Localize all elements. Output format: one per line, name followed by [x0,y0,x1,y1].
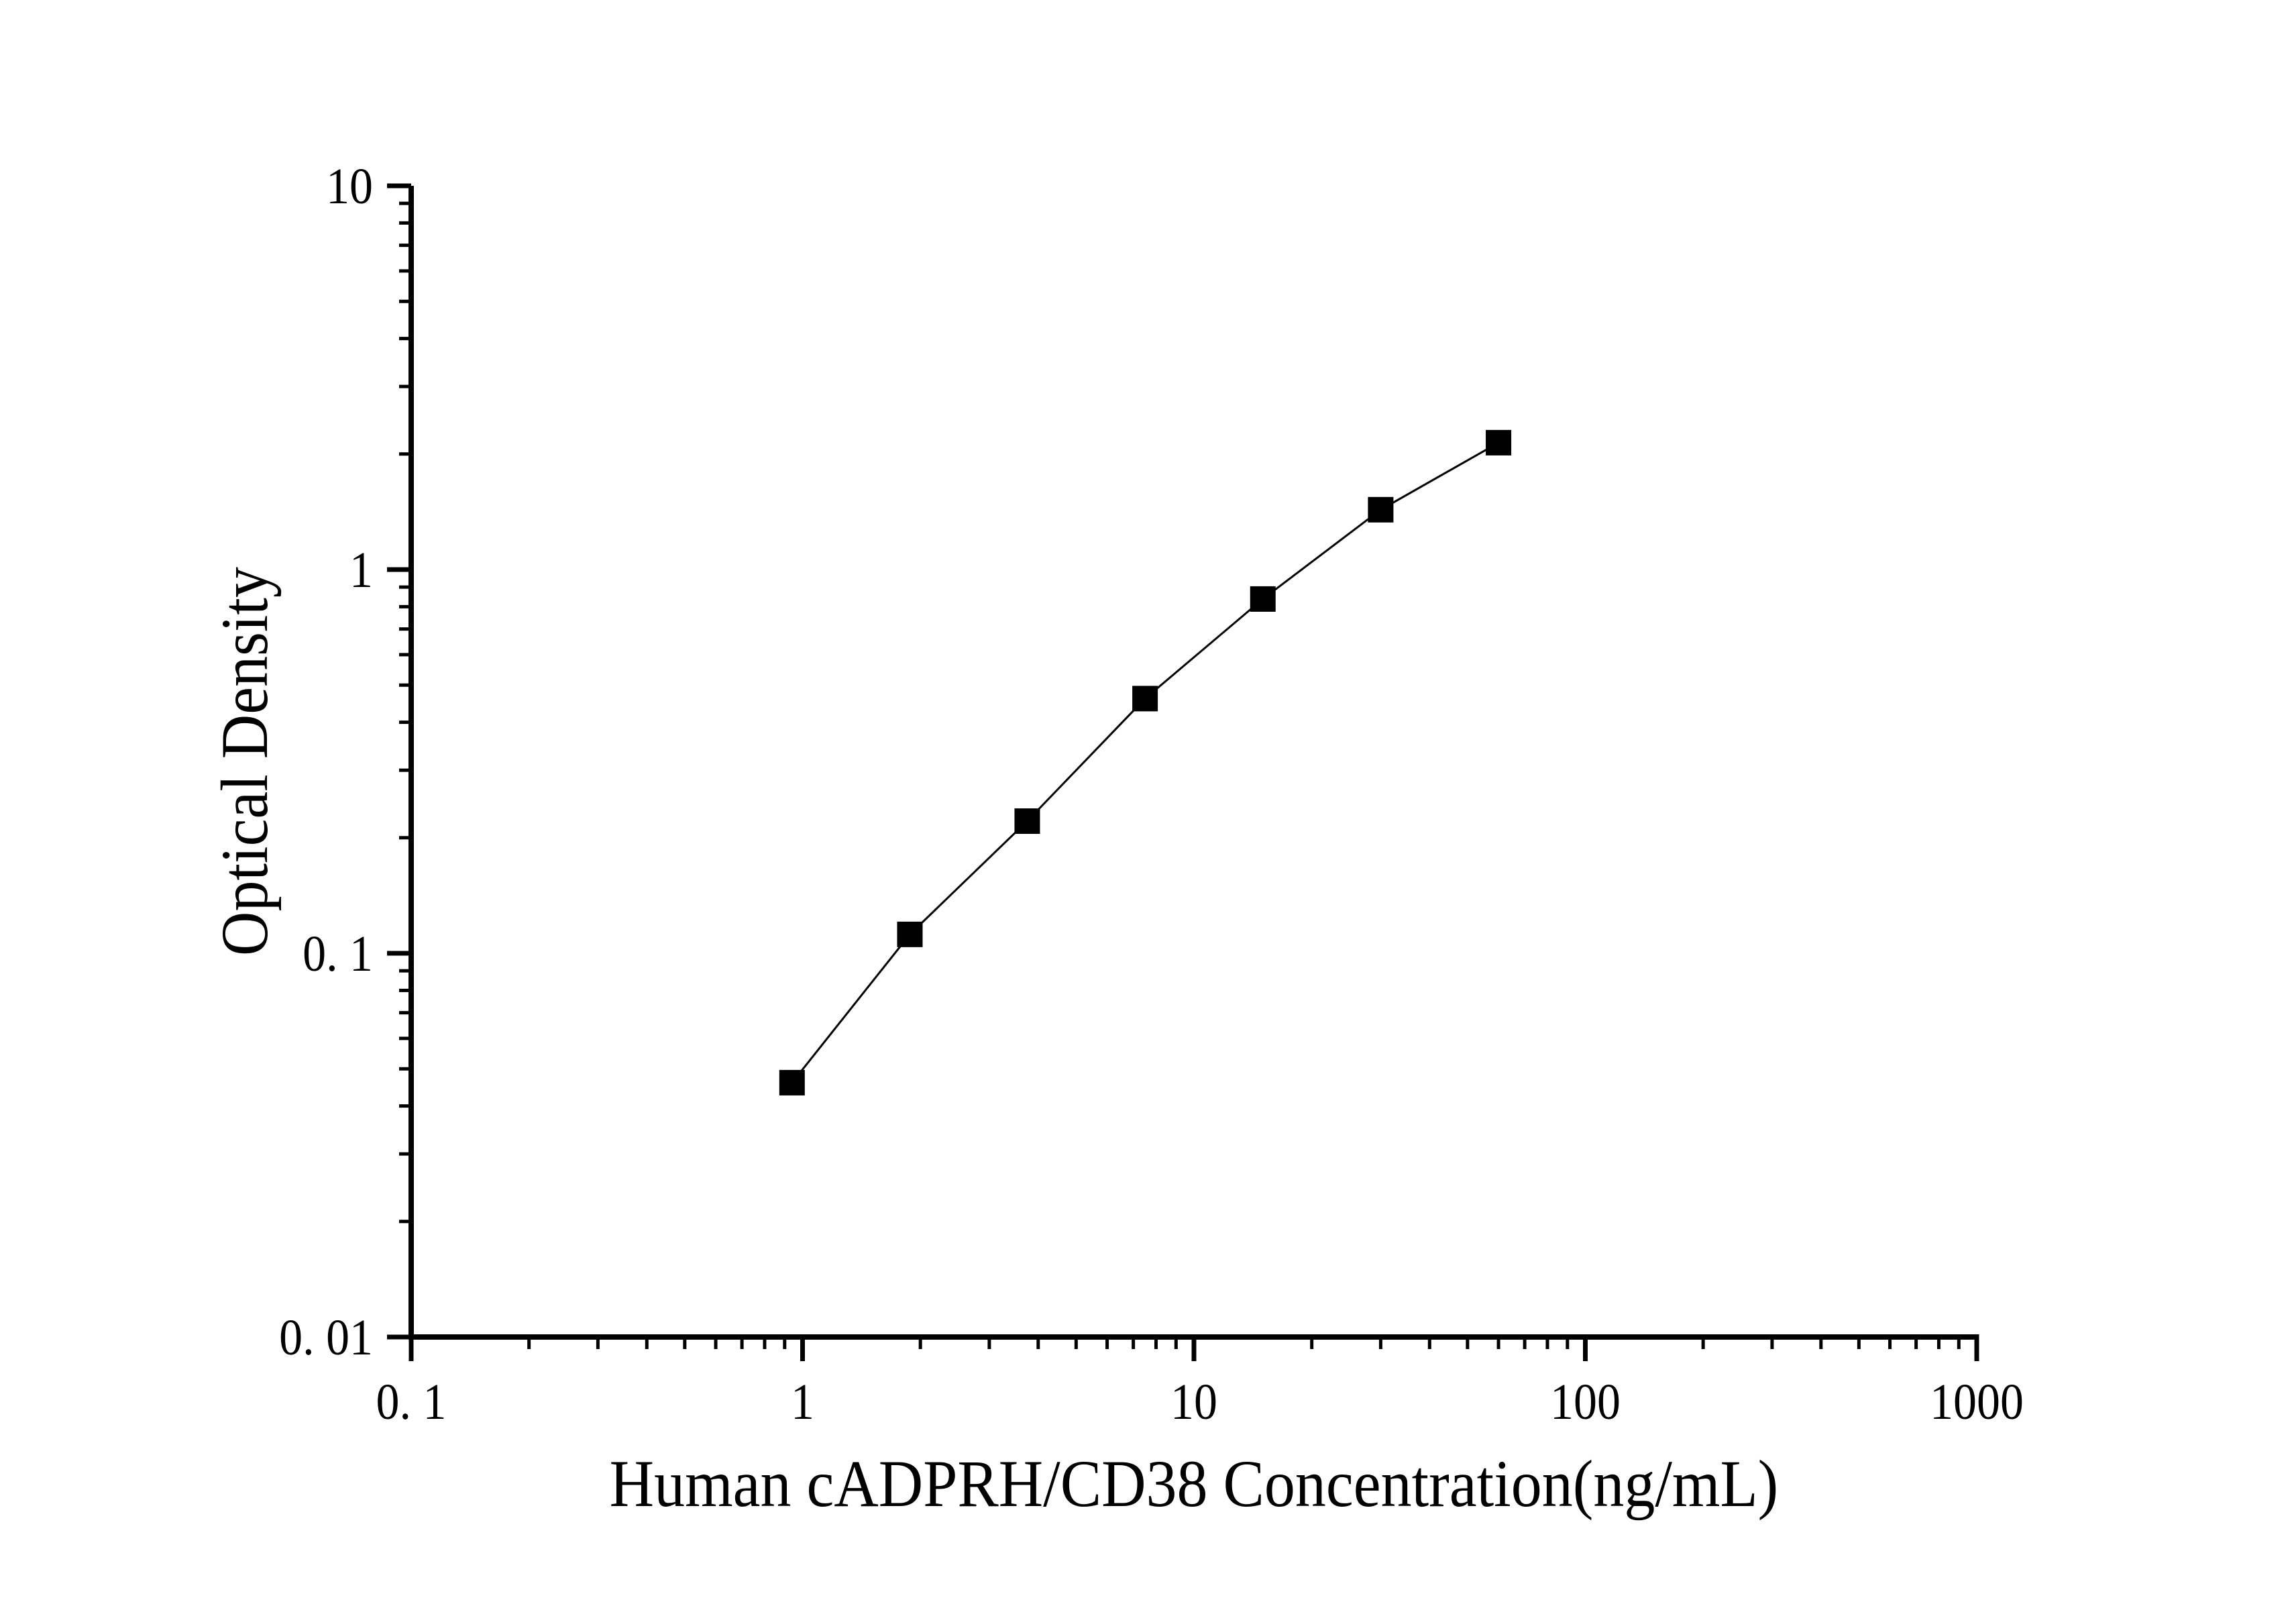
data-point-marker [897,921,923,947]
y-tick-label: 10 [326,158,373,214]
y-tick-label: 1 [349,541,373,598]
data-point-marker [1368,496,1394,523]
x-tick-label: 0. 1 [376,1373,447,1430]
data-point-marker [779,1069,805,1095]
data-point-marker [1014,808,1040,835]
y-tick-label: 0. 01 [279,1309,373,1365]
x-tick-label: 10 [1170,1373,1217,1430]
data-point-marker [1250,586,1276,612]
y-tick-label: 0. 1 [303,925,373,981]
data-point-marker [1132,686,1158,712]
x-tick-label: 1 [791,1373,814,1430]
x-tick-label: 100 [1550,1373,1621,1430]
x-axis-title: Human cADPRH/CD38 Concentration(ng/mL) [609,1446,1779,1521]
data-point-marker [1486,429,1512,456]
y-axis-title: Optical Density [207,567,282,956]
series-line-standard-curve [791,441,1499,1083]
x-tick-label: 1000 [1930,1373,2024,1430]
